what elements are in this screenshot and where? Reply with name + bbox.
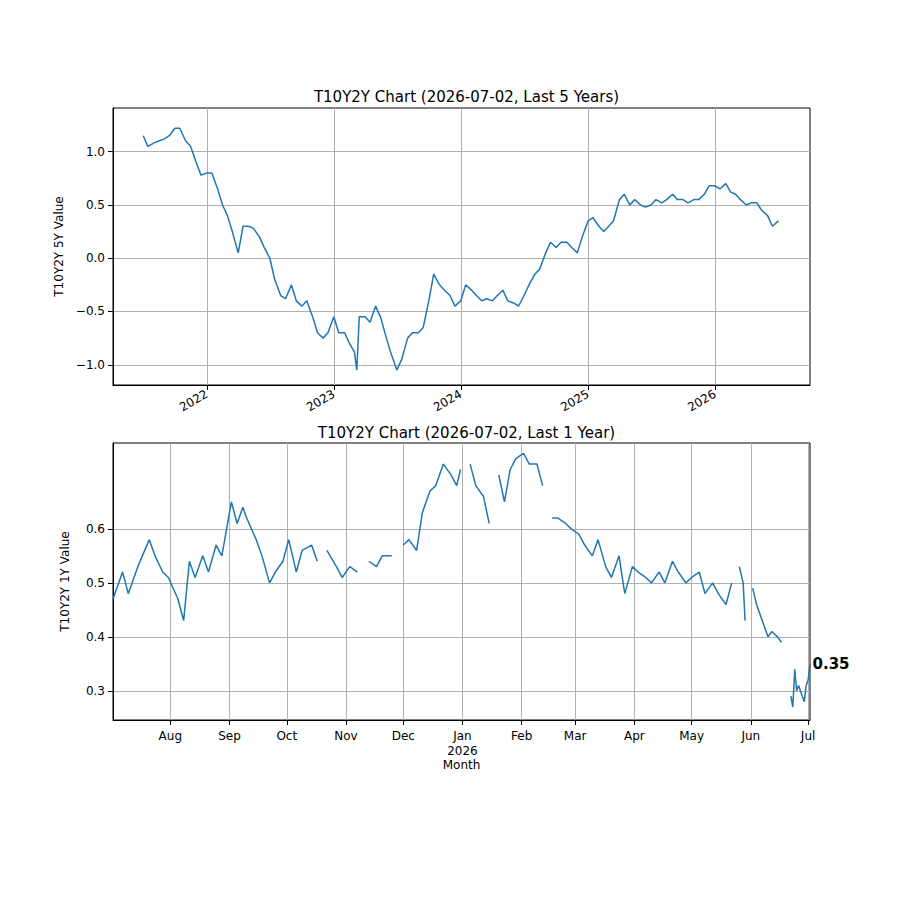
svg-text:2025: 2025 [558,387,591,414]
svg-text:−1.0: −1.0 [76,358,105,372]
svg-text:Feb: Feb [511,729,532,743]
svg-text:Jan: Jan [452,729,472,743]
svg-text:Mar: Mar [564,729,587,743]
svg-text:Jul: Jul [800,729,815,743]
svg-text:Sep: Sep [218,729,241,743]
svg-text:Nov: Nov [334,729,357,743]
svg-text:Dec: Dec [392,729,415,743]
svg-text:Oct: Oct [276,729,297,743]
svg-text:1.0: 1.0 [86,145,105,159]
svg-text:T10Y2Y 1Y Value: T10Y2Y 1Y Value [58,531,72,632]
svg-text:2026: 2026 [685,387,718,414]
svg-text:Apr: Apr [624,729,645,743]
svg-text:0.3: 0.3 [86,684,105,698]
svg-text:0.35: 0.35 [813,655,850,673]
svg-text:T10Y2Y 5Y Value: T10Y2Y 5Y Value [52,196,66,297]
svg-text:2024: 2024 [431,387,464,414]
svg-text:Month: Month [443,758,481,772]
svg-text:T10Y2Y Chart (2026-07-02, Last: T10Y2Y Chart (2026-07-02, Last 5 Years) [313,88,619,106]
svg-text:T10Y2Y Chart (2026-07-02, Last: T10Y2Y Chart (2026-07-02, Last 1 Year) [317,424,615,442]
svg-text:Aug: Aug [159,729,182,743]
svg-text:2023: 2023 [304,387,337,414]
svg-text:0.5: 0.5 [86,198,105,212]
svg-text:0.6: 0.6 [86,522,105,536]
svg-text:2022: 2022 [177,387,210,414]
svg-text:2026: 2026 [447,744,478,758]
svg-text:−0.5: −0.5 [76,304,105,318]
svg-text:May: May [679,729,704,743]
svg-text:0.4: 0.4 [86,630,105,644]
svg-text:0.5: 0.5 [86,576,105,590]
svg-text:Jun: Jun [740,729,760,743]
svg-text:0.0: 0.0 [86,251,105,265]
